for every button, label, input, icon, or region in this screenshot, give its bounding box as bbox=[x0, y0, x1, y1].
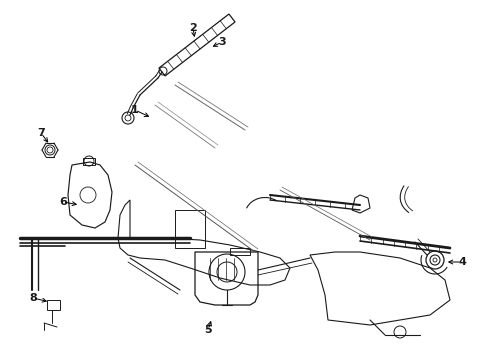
Text: 4: 4 bbox=[457, 257, 465, 267]
Text: 8: 8 bbox=[29, 293, 37, 303]
Text: 5: 5 bbox=[204, 325, 211, 335]
Text: 3: 3 bbox=[218, 37, 225, 47]
Text: 2: 2 bbox=[189, 23, 197, 33]
Text: 6: 6 bbox=[59, 197, 67, 207]
Text: 1: 1 bbox=[131, 105, 139, 115]
Text: 7: 7 bbox=[37, 128, 45, 138]
